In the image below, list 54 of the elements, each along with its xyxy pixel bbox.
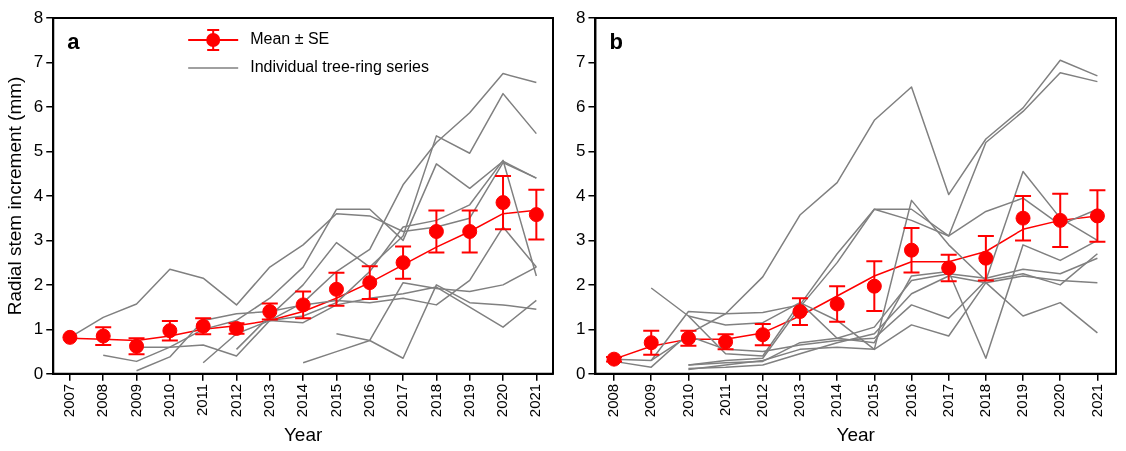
y-tick-label: 1	[33, 319, 44, 339]
y-tick-label: 7	[33, 52, 44, 72]
y-tick-label: 8	[33, 7, 44, 27]
x-tick-label: 2020	[1050, 383, 1068, 418]
x-tick-label: 2015	[326, 383, 344, 418]
x-tick-label: 2020	[493, 383, 511, 418]
y-axis-title: Radial stem increment (mm)	[3, 76, 25, 316]
x-tick-label: 2013	[790, 383, 808, 418]
x-tick-label: 2021	[526, 383, 544, 418]
x-tick-label: 2012	[752, 383, 770, 418]
y-tick-label: 7	[575, 52, 586, 72]
y-tick-label: 3	[33, 230, 44, 250]
x-tick-label: 2021	[1087, 383, 1105, 418]
x-tick-label: 2017	[393, 383, 411, 418]
legend-label: Individual tree-ring series	[250, 58, 429, 76]
y-tick-label: 8	[575, 7, 586, 27]
x-tick-label: 2010	[678, 383, 696, 418]
x-tick-label: 2016	[359, 383, 377, 418]
x-tick-label: 2018	[976, 383, 993, 418]
x-tick-label: 2017	[938, 383, 956, 418]
x-tick-label: 2009	[126, 383, 144, 418]
x-tick-label: 2007	[60, 383, 78, 418]
x-tick-label: 2016	[901, 383, 919, 418]
x-tick-label: 2008	[93, 383, 111, 418]
y-tick-label: 4	[575, 185, 586, 205]
y-tick-label: 6	[575, 96, 586, 116]
x-tick-label: 2012	[226, 383, 244, 418]
x-tick-label: 2019	[459, 383, 477, 418]
x-tick-label: 2014	[293, 383, 311, 418]
y-tick-label: 6	[33, 96, 44, 116]
y-tick-label: 5	[575, 141, 586, 161]
x-axis-title: Year	[283, 423, 323, 445]
x-tick-label: 2008	[604, 383, 622, 418]
x-tick-label: 2015	[864, 383, 882, 418]
x-tick-label: 2019	[1013, 383, 1031, 418]
y-tick-label: 4	[33, 185, 44, 205]
x-axis-title: Year	[836, 423, 876, 445]
y-tick-label: 0	[33, 363, 44, 383]
x-tick-label: 2018	[426, 383, 444, 418]
y-tick-label: 0	[575, 363, 586, 383]
y-tick-label: 5	[33, 141, 44, 161]
x-tick-label: 2011	[715, 383, 733, 417]
text: a	[67, 29, 81, 55]
text: b	[609, 29, 623, 55]
y-tick-label: 2	[33, 274, 44, 294]
y-tick-label: 2	[575, 274, 586, 294]
legend-label: Mean ± SE	[250, 30, 330, 48]
x-tick-label: 2009	[641, 383, 659, 418]
x-tick-label: 2014	[827, 383, 845, 418]
x-tick-label: 2010	[160, 383, 177, 418]
y-tick-label: 3	[575, 230, 586, 250]
x-tick-label: 2011	[193, 383, 211, 417]
x-tick-label: 2013	[259, 383, 277, 418]
y-tick-label: 1	[575, 319, 586, 339]
